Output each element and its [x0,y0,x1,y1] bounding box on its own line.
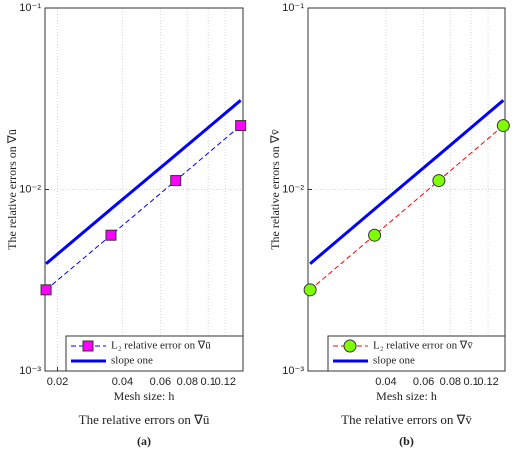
y-tick-label: 10⁻¹ [19,2,41,14]
legend-marker [343,339,357,353]
marker [170,175,182,187]
y-tick-label: 10⁻² [282,183,304,195]
caption: The relative errors on ∇ū [79,412,210,427]
panel-label: (a) [137,434,151,448]
legend-label: L₂ relative error on ∇v̄ [373,340,473,352]
y-tick-label: 10⁻³ [282,365,304,377]
series-line [309,99,505,265]
plot-frame [307,7,506,372]
x-tick-label: 0.12 [477,376,498,388]
x-tick-label: 0.08 [440,376,461,388]
marker [432,174,446,188]
x-axis-label: Mesh size: h [376,389,437,403]
y-axis-label: The relative errors on ∇v̄ [268,129,282,250]
x-tick-label: 0.12 [215,376,236,388]
x-tick-label: 0.06 [150,376,171,388]
marker [368,228,382,242]
series-line [45,99,242,265]
x-axis-label: Mesh size: h [114,389,175,403]
x-tick-label: 0.02 [47,376,68,388]
marker [105,229,117,241]
x-tick-label: 0.1 [201,376,216,388]
marker [235,120,247,132]
y-tick-label: 10⁻³ [19,365,41,377]
marker [303,283,317,297]
x-tick-label: 0.08 [177,376,198,388]
series-line [45,125,241,291]
x-tick-label: 0.04 [112,376,133,388]
x-tick-label: 0.1 [463,376,478,388]
panel-label: (b) [399,434,414,448]
y-axis-label: The relative errors on ∇ū [5,129,19,250]
legend-label: L₂ relative error on ∇ū [111,340,211,352]
x-tick-label: 0.04 [375,376,396,388]
caption: The relative errors on ∇v̄ [341,412,472,427]
legend-label: slope one [373,355,415,367]
y-tick-label: 10⁻¹ [282,2,304,14]
y-tick-label: 10⁻² [19,183,41,195]
marker [496,119,510,133]
legend-box [327,335,506,372]
legend-marker [82,340,94,352]
marker [40,284,52,296]
legend-label: slope one [111,355,153,367]
series-line [309,125,504,291]
legend-box [65,335,244,372]
x-tick-label: 0.06 [413,376,434,388]
